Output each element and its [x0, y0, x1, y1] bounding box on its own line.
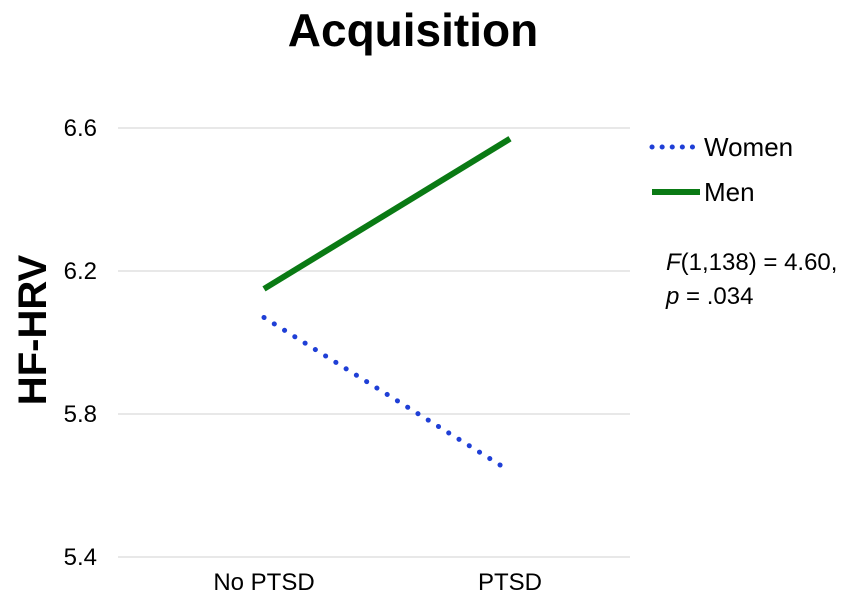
annotation-line-1: F(1,138) = 4.60,	[666, 249, 837, 276]
y-axis-label: HF-HRV	[11, 254, 55, 405]
series-lines	[264, 139, 510, 471]
y-tick-labels: 5.4 5.8 6.2 6.6	[64, 115, 97, 571]
y-tick-label: 5.4	[64, 544, 97, 571]
legend-label-women: Women	[704, 132, 793, 162]
y-tick-label: 6.2	[64, 258, 97, 285]
gridlines	[118, 128, 630, 557]
y-tick-label: 5.8	[64, 401, 97, 428]
annotation-line-2: p = .034	[665, 283, 753, 310]
legend: Women Men	[652, 132, 793, 207]
x-tick-label: No PTSD	[213, 569, 314, 596]
annotation-p-symbol: p	[665, 283, 679, 310]
series-line-women	[264, 317, 510, 471]
x-tick-label: PTSD	[478, 569, 542, 596]
series-line-men	[264, 139, 510, 289]
stat-annotation: F(1,138) = 4.60, p = .034	[665, 249, 837, 310]
chart-title: Acquisition	[288, 4, 538, 56]
annotation-stat-symbol: F	[666, 249, 682, 276]
x-tick-labels: No PTSD PTSD	[213, 569, 542, 596]
annotation-p-rest: = .034	[679, 283, 753, 310]
annotation-stat-rest: (1,138) = 4.60,	[681, 249, 838, 276]
y-tick-label: 6.6	[64, 115, 97, 142]
legend-label-men: Men	[704, 177, 755, 207]
